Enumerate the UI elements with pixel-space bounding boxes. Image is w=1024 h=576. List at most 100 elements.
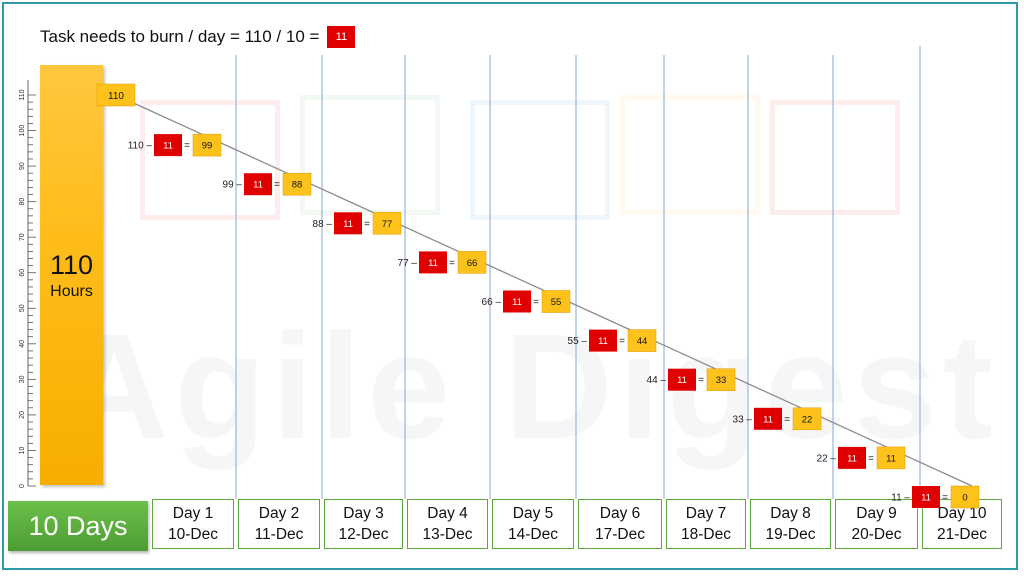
- burn-value: 11: [163, 141, 173, 152]
- burn-box: [154, 134, 182, 157]
- day-label: Day 1: [172, 505, 214, 522]
- chart-title: Task needs to burn / day = 110 / 10 = 11: [40, 26, 356, 48]
- remaining-box: [706, 368, 736, 391]
- day-label: Day 10: [937, 505, 987, 522]
- day-cell: Day 8 19-Dec: [750, 499, 831, 549]
- day-cell: Day 7 18-Dec: [666, 499, 746, 549]
- date-label: 13-Dec: [422, 526, 473, 543]
- day-cell: Day 5 14-Dec: [492, 499, 574, 549]
- equals-sign: =: [274, 180, 280, 191]
- equals-sign: =: [449, 258, 455, 269]
- date-label: 14-Dec: [508, 526, 558, 543]
- remaining-box: [457, 251, 487, 274]
- burn-rate-badge: 11: [327, 26, 356, 48]
- equals-sign: =: [184, 141, 190, 152]
- day-label: Day 9: [856, 505, 897, 522]
- y-tick-label: 40: [19, 340, 26, 348]
- prior-hours-label: 99 –: [223, 180, 243, 191]
- burn-value: 11: [512, 297, 522, 308]
- y-tick-label: 50: [19, 304, 26, 312]
- watermark-shape: [770, 100, 900, 215]
- burn-box: [589, 329, 617, 352]
- burn-box: [668, 368, 696, 391]
- remaining-value: 11: [886, 453, 896, 464]
- burn-value: 11: [847, 453, 857, 464]
- day-cell: Day 2 11-Dec: [238, 499, 320, 549]
- prior-hours-label: 77 –: [398, 258, 418, 269]
- burn-box: [419, 251, 447, 274]
- burn-box: [244, 173, 272, 196]
- equals-sign: =: [698, 375, 704, 386]
- remaining-value: 22: [802, 414, 813, 425]
- remaining-box: [876, 446, 906, 470]
- date-label: 21-Dec: [937, 526, 987, 543]
- burn-value: 11: [921, 493, 931, 504]
- y-tick-label: 90: [19, 162, 26, 170]
- remaining-box: [192, 133, 222, 157]
- prior-hours-label: 66 –: [482, 297, 502, 308]
- remaining-value: 0: [962, 493, 967, 504]
- date-label: 17-Dec: [595, 526, 645, 543]
- day-label: Day 4: [427, 505, 468, 522]
- day-cell: Day 1 10-Dec: [152, 499, 234, 549]
- day-cell: Day 6 17-Dec: [578, 499, 662, 549]
- burn-box: [838, 446, 866, 469]
- duration-label: 10 Days: [8, 501, 148, 551]
- y-tick-label: 80: [19, 198, 26, 206]
- equals-sign: =: [619, 336, 625, 347]
- day-label: Day 5: [512, 505, 554, 522]
- burn-box: [754, 407, 782, 430]
- date-label: 10-Dec: [168, 526, 218, 543]
- date-label: 18-Dec: [681, 526, 731, 543]
- remaining-value: 44: [637, 336, 648, 347]
- remaining-value: 55: [551, 297, 562, 308]
- watermark-shape: [140, 100, 280, 220]
- remaining-box: [627, 329, 657, 352]
- remaining-box: [372, 212, 402, 235]
- y-tick-label: 0: [19, 484, 26, 488]
- remaining-box: [950, 485, 980, 509]
- prior-hours-label: 88 –: [313, 219, 333, 230]
- day-cell: Day 3 12-Dec: [324, 499, 403, 549]
- y-tick-label: 60: [19, 269, 26, 277]
- y-tick-label: 30: [19, 375, 26, 383]
- remaining-value: 99: [202, 141, 213, 152]
- prior-hours-label: 55 –: [568, 336, 588, 347]
- day-label: Day 2: [258, 505, 300, 522]
- y-tick-label: 10: [19, 446, 26, 454]
- day-cell: Day 4 13-Dec: [407, 499, 488, 549]
- start-hours-box: [96, 83, 136, 107]
- total-hours-value: 110: [49, 249, 94, 280]
- total-hours-unit: Hours: [50, 282, 93, 300]
- watermark-shape: [620, 95, 760, 215]
- y-tick-label: 100: [19, 125, 26, 137]
- burn-value: 11: [343, 219, 353, 230]
- remaining-value: 66: [467, 258, 478, 269]
- burn-value: 11: [428, 258, 438, 269]
- remaining-value: 88: [292, 180, 303, 191]
- remaining-box: [792, 407, 822, 431]
- remaining-box: [282, 172, 312, 196]
- date-label: 20-Dec: [851, 526, 902, 543]
- remaining-value: 77: [382, 219, 393, 230]
- burn-box: [912, 486, 940, 508]
- total-hours-bar: 110 Hours: [40, 65, 103, 485]
- prior-hours-label: 33 –: [733, 414, 753, 425]
- remaining-box: [541, 290, 571, 313]
- equals-sign: =: [784, 414, 790, 425]
- start-hours-label: 110: [108, 91, 124, 102]
- y-tick-label: 20: [19, 411, 26, 419]
- equals-sign: =: [868, 453, 874, 464]
- burn-box: [334, 212, 362, 235]
- y-tick-label: 110: [19, 89, 26, 100]
- prior-hours-label: 110 –: [128, 141, 153, 152]
- equals-sign: =: [364, 219, 370, 230]
- prior-hours-label: 22 –: [817, 453, 837, 464]
- burn-formula: Task needs to burn / day = 110 / 10 =: [40, 27, 320, 46]
- chart-frame: [2, 2, 1018, 570]
- equals-sign: =: [533, 297, 539, 308]
- day-label: Day 7: [685, 505, 727, 522]
- remaining-value: 33: [716, 375, 727, 386]
- burn-value: 11: [253, 180, 263, 191]
